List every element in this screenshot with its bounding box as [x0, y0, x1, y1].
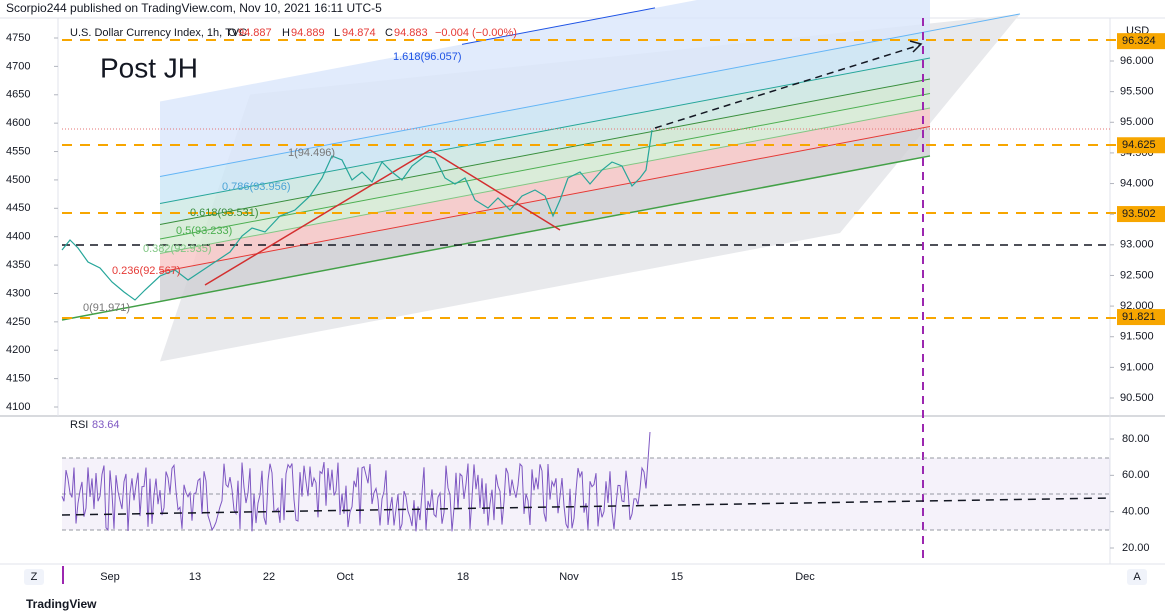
drawings [0, 0, 1165, 584]
time-label: Sep [100, 571, 120, 583]
right-tick-label: 93.000 [1120, 239, 1154, 251]
rsi-band [62, 458, 1110, 530]
fib-line [159, 13, 1021, 177]
time-label: Oct [336, 571, 353, 583]
fib-band [160, 126, 930, 302]
price-series [61, 129, 653, 301]
rsi-value: 83.64 [92, 419, 120, 431]
fib-line [159, 92, 931, 240]
left-tick-label: 4350 [6, 259, 30, 271]
left-tick-label: 4100 [6, 401, 30, 413]
fib-label: 1(94.496) [288, 147, 335, 159]
time-label: 18 [457, 571, 469, 583]
auto-button-label[interactable]: A [1133, 571, 1141, 583]
fib-label: 0.382(92.935) [143, 243, 212, 255]
fib-band [160, 78, 930, 239]
right-tick-label: 96.000 [1120, 55, 1154, 67]
time-label: Nov [559, 571, 579, 583]
fib-line [61, 155, 931, 321]
left-tick-label: 4700 [6, 60, 30, 72]
price-label: 94.625 [1122, 139, 1156, 151]
left-tick-label: 4400 [6, 231, 30, 243]
rsi-tick-label: 40.00 [1122, 506, 1150, 518]
price-label-box [1117, 137, 1165, 154]
publisher: Scorpio244 published on TradingView.com,… [6, 1, 382, 15]
low-label: L [334, 27, 340, 39]
fib-label: 0.618(93.531) [190, 207, 259, 219]
high: 94.889 [291, 27, 325, 39]
left-tick-label: 4200 [6, 344, 30, 356]
right-tick-label: 91.500 [1120, 331, 1154, 343]
low: 94.874 [342, 27, 376, 39]
open: 94.887 [238, 27, 272, 39]
open-label: O [228, 27, 237, 39]
fib-label: 1.618(96.057) [393, 51, 462, 63]
rsi-name: RSI [70, 419, 88, 431]
rsi-tick-label: 60.00 [1122, 469, 1150, 481]
left-tick-label: 4300 [6, 287, 30, 299]
left-tick-label: 4500 [6, 174, 30, 186]
right-tick-label: 92.500 [1120, 269, 1154, 281]
price-label-box [1117, 309, 1165, 326]
close-label: C [385, 27, 393, 39]
fib-label: 0.236(92.567) [112, 265, 181, 277]
left-tick-label: 4450 [6, 202, 30, 214]
rsi-tick-label: 20.00 [1122, 542, 1150, 554]
fib-line [159, 78, 931, 225]
close: 94.883 [394, 27, 428, 39]
change: −0.004 (−0.00%) [435, 27, 517, 39]
left-tick-label: 4750 [6, 32, 30, 44]
fib-band [160, 107, 930, 272]
note: Post JH [100, 52, 198, 83]
right-tick-label: 90.500 [1120, 392, 1154, 404]
right-tick-label: 92.000 [1120, 300, 1154, 312]
right-tick-label: 95.500 [1120, 86, 1154, 98]
time-label: 15 [671, 571, 683, 583]
zoom-button[interactable] [24, 569, 44, 585]
rsi-tick-label: 80.00 [1122, 433, 1150, 445]
projection-arrow [654, 44, 921, 129]
time-label: 22 [263, 571, 275, 583]
rsi-series [61, 431, 651, 532]
arrow-head [909, 40, 923, 53]
time-label: 13 [189, 571, 201, 583]
symbol: U.S. Dollar Currency Index, 1h, TVC [70, 27, 247, 39]
right-tick-label: 91.000 [1120, 361, 1154, 373]
fib-line [159, 57, 931, 204]
rsi-trend [61, 497, 1111, 516]
price-label: 91.821 [1122, 311, 1156, 323]
fib-label: 0(91.971) [83, 302, 130, 314]
left-tick-label: 4550 [6, 145, 30, 157]
high-label: H [282, 27, 290, 39]
fib-band [160, 57, 930, 225]
zoom-button-label[interactable]: Z [31, 571, 38, 583]
price-label-box [1117, 33, 1165, 50]
right-tick-label: 94.000 [1120, 177, 1154, 189]
footer-brand: TradingView [26, 597, 97, 611]
left-tick-label: 4250 [6, 316, 30, 328]
fib-label: 0.786(93.956) [222, 181, 291, 193]
fib-band [160, 30, 930, 204]
price-label-box [1117, 206, 1165, 223]
right-tick-label: 95.000 [1120, 116, 1154, 128]
fib-band [160, 0, 930, 177]
fib-line [461, 7, 656, 45]
fib-label: 0.5(93.233) [176, 225, 232, 237]
left-tick-label: 4150 [6, 373, 30, 385]
pattern-line [204, 149, 561, 286]
fib-line [159, 125, 931, 273]
price-label: 93.502 [1122, 208, 1156, 220]
fib-line [159, 107, 931, 254]
left-tick-label: 4600 [6, 117, 30, 129]
price-label: 96.324 [1122, 35, 1156, 47]
time-label: Dec [795, 571, 815, 583]
left-tick-label: 4650 [6, 89, 30, 101]
auto-button[interactable] [1127, 569, 1147, 585]
